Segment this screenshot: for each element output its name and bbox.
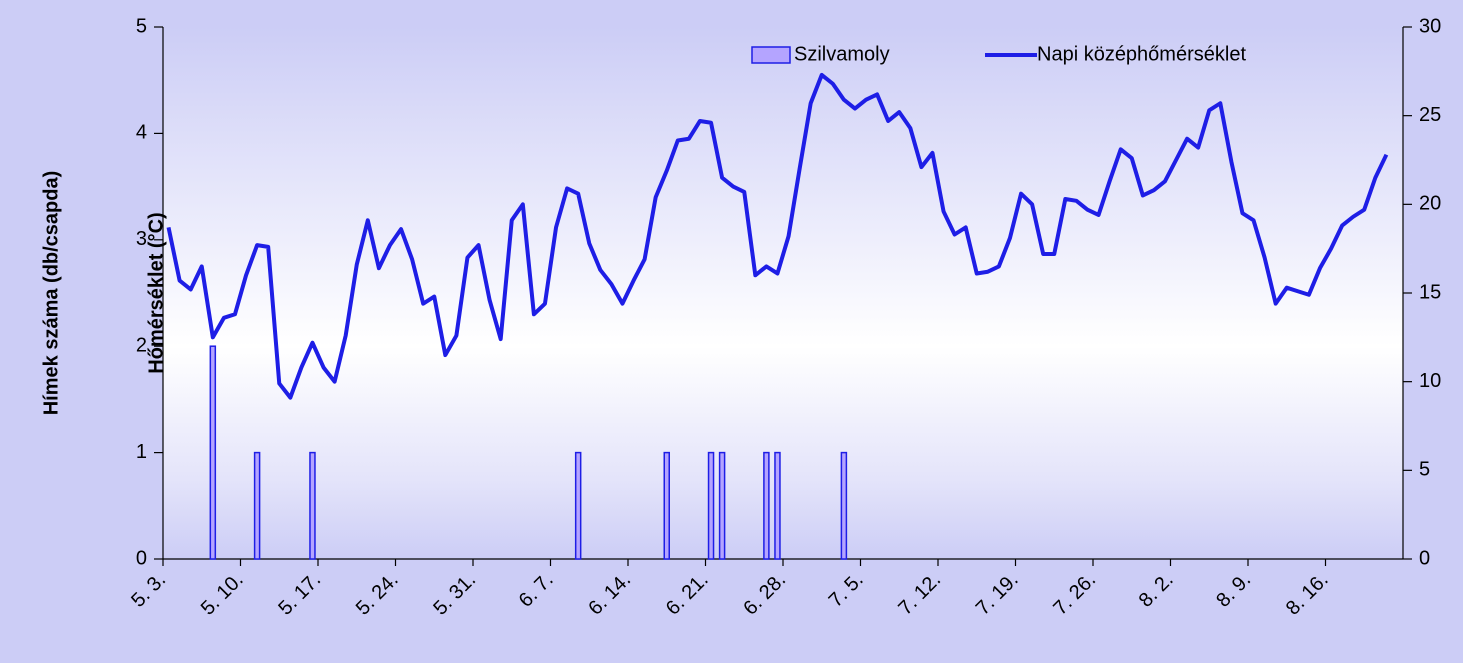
y2-tick-label: 30 bbox=[1419, 15, 1441, 37]
y-tick-label: 2 bbox=[136, 334, 147, 356]
line bbox=[166, 72, 1389, 400]
bar bbox=[774, 451, 781, 560]
y2-tick-label: 15 bbox=[1419, 281, 1441, 303]
bar bbox=[209, 345, 217, 560]
y2-tick-label: 10 bbox=[1419, 370, 1441, 392]
y-axis-title: Hímek száma (db/csapda) bbox=[40, 171, 62, 416]
y-tick-label: 1 bbox=[136, 441, 147, 463]
bar bbox=[309, 451, 316, 560]
bar bbox=[707, 451, 715, 560]
bar bbox=[574, 451, 582, 560]
legend-swatch bbox=[751, 46, 791, 64]
legend-label: Szilvamoly bbox=[794, 43, 890, 65]
y-tick-label: 0 bbox=[136, 547, 147, 569]
bar bbox=[718, 451, 726, 560]
y2-tick-label: 0 bbox=[1419, 547, 1430, 569]
legend-label: Napi középhőmérséklet bbox=[1037, 43, 1246, 65]
bar bbox=[763, 451, 770, 560]
bar bbox=[663, 451, 670, 560]
y2-axis-title: Hőmérséklet (°C) bbox=[145, 212, 167, 373]
bar bbox=[253, 451, 261, 560]
y-tick-label: 4 bbox=[136, 122, 147, 144]
y-tick-label: 3 bbox=[136, 228, 147, 250]
plot-area bbox=[163, 27, 1403, 559]
y-tick-label: 5 bbox=[136, 15, 147, 37]
y2-tick-label: 5 bbox=[1419, 459, 1430, 481]
bar bbox=[840, 451, 848, 560]
y2-tick-label: 20 bbox=[1419, 193, 1441, 215]
y2-tick-label: 25 bbox=[1419, 104, 1441, 126]
